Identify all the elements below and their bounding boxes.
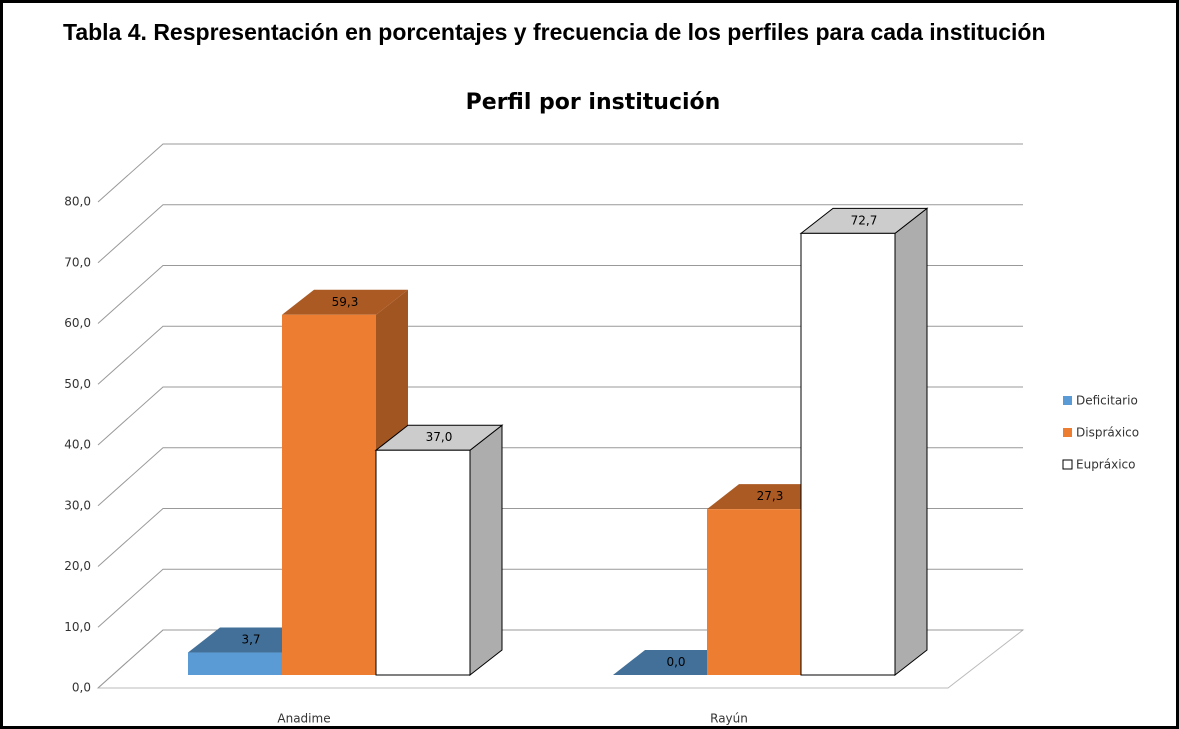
y-tick-label: 60,0: [64, 316, 91, 330]
value-label: 27,3: [757, 489, 784, 503]
x-tick-label: Anadime: [277, 712, 330, 726]
grid-line: [97, 204, 1023, 264]
value-label: 0,0: [666, 655, 685, 669]
y-tick-label: 40,0: [64, 438, 91, 452]
grid-line: [97, 325, 1023, 385]
y-tick-label: 50,0: [64, 377, 91, 391]
chart: Perfil por institución 0,0 10,0 20,0 30,0 40…: [64, 90, 1139, 726]
y-tick-label: 10,0: [64, 620, 91, 634]
grid-line: [97, 143, 1023, 203]
bar-side: [469, 424, 503, 677]
y-tick-label: 70,0: [64, 255, 91, 269]
x-tick-label: Rayún: [710, 712, 748, 726]
value-label: 59,3: [332, 295, 359, 309]
bar-top: [282, 289, 408, 315]
caption: Tabla 4. Respresentación en porcentajes …: [63, 19, 1046, 45]
y-tick-label: 0,0: [72, 681, 91, 695]
bar: [282, 314, 376, 675]
bar: [707, 509, 801, 675]
bar: [375, 449, 471, 676]
bar: [800, 232, 896, 676]
legend-label: Dispráxico: [1076, 426, 1139, 440]
legend-swatch: [1063, 396, 1072, 405]
legend-swatch: [1062, 459, 1073, 470]
legend-label: Deficitario: [1076, 394, 1138, 408]
y-tick-label: 80,0: [64, 195, 91, 209]
grid-line: [97, 386, 1023, 446]
value-label: 3,7: [241, 633, 260, 647]
grid-line: [97, 447, 1023, 507]
chart-title: Perfil por institución: [466, 90, 721, 115]
y-tick-label: 30,0: [64, 498, 91, 512]
grid-line: [97, 265, 1023, 324]
y-tick-label: 20,0: [64, 559, 91, 573]
value-label: 37,0: [426, 430, 453, 444]
legend-swatch: [1063, 428, 1072, 437]
bar-side: [894, 207, 928, 677]
bar: [188, 652, 282, 675]
legend-label: Eupráxico: [1076, 458, 1135, 472]
value-label: 72,7: [851, 213, 878, 227]
